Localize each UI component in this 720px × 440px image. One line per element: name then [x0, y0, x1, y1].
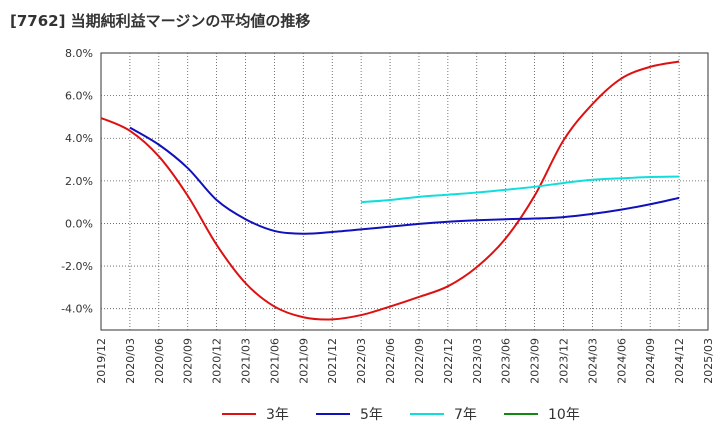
x-axis: 2019/12 2020/03 2020/06 2020/09 2020/12 2021/…: [95, 338, 715, 384]
y-tick-label: 4.0%: [65, 132, 93, 145]
y-tick-label: 8.0%: [65, 47, 93, 60]
y-tick-label: -2.0%: [61, 260, 93, 273]
legend-swatch: [222, 413, 256, 415]
legend-label: 7年: [454, 407, 477, 423]
x-tick-label: 2024/09: [644, 338, 657, 384]
x-tick-label: 2020/03: [124, 338, 137, 384]
legend-label: 10年: [548, 407, 580, 423]
x-tick-label: 2020/09: [182, 338, 195, 384]
legend-item: 7年: [410, 402, 477, 426]
legend-label: 5年: [360, 407, 383, 423]
series-line-3: [361, 175, 680, 204]
legend-item: 5年: [316, 402, 383, 426]
plot-area: [100, 52, 709, 331]
chart-title: [7762] 当期純利益マージンの平均値の推移: [10, 12, 311, 30]
y-axis: 8.0% 6.0% 4.0% 2.0% 0.0% -2.0% -4.0%: [61, 47, 93, 316]
legend-label: 3年: [266, 407, 289, 423]
x-tick-label: 2020/12: [211, 338, 224, 384]
legend: 3年 5年 7年 10年: [0, 402, 720, 432]
x-tick-label: 2023/03: [471, 338, 484, 384]
y-tick-label: 0.0%: [65, 217, 93, 230]
x-tick-label: 2023/09: [529, 338, 542, 384]
grid: [101, 53, 708, 330]
legend-item: 3年: [222, 402, 289, 426]
y-tick-label: 2.0%: [65, 175, 93, 188]
x-tick-label: 2022/03: [355, 338, 368, 384]
legend-item: 10年: [504, 402, 580, 426]
x-tick-label: 2024/06: [615, 338, 628, 384]
x-tick-label: 2024/03: [586, 338, 599, 384]
x-tick-label: 2023/12: [557, 338, 570, 384]
legend-swatch: [504, 413, 538, 415]
x-tick-label: 2023/06: [500, 338, 513, 384]
x-tick-label: 2021/09: [297, 338, 310, 384]
y-tick-label: -4.0%: [61, 303, 93, 316]
x-tick-label: 2019/12: [95, 338, 108, 384]
y-tick-label: 6.0%: [65, 90, 93, 103]
x-tick-label: 2022/12: [442, 338, 455, 384]
x-tick-label: 2021/06: [268, 338, 281, 384]
x-tick-label: 2022/09: [413, 338, 426, 384]
legend-swatch: [316, 413, 350, 415]
x-tick-label: 2025/03: [702, 338, 715, 384]
x-tick-label: 2022/06: [384, 338, 397, 384]
legend-swatch: [410, 413, 444, 415]
series-line-2: [129, 126, 680, 235]
x-tick-label: 2021/03: [240, 338, 253, 384]
series-lines: [100, 60, 680, 321]
series-line-1: [100, 60, 680, 321]
x-tick-label: 2020/06: [153, 338, 166, 384]
x-tick-label: 2021/12: [326, 338, 339, 384]
x-tick-label: 2024/12: [673, 338, 686, 384]
